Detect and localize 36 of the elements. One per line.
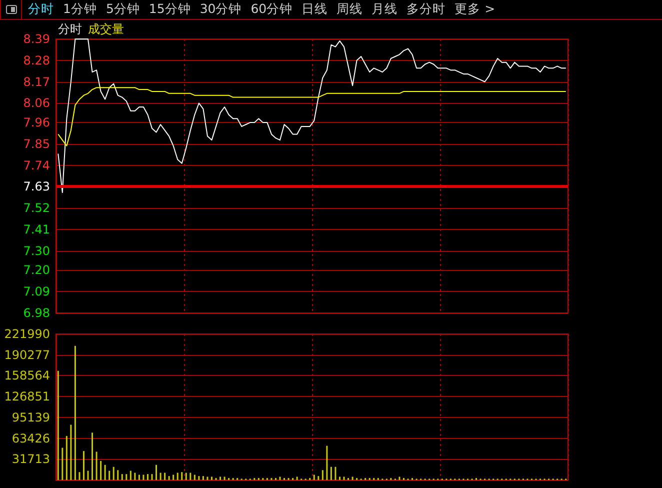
text: 60分钟 (250, 1, 293, 18)
text: 月线 (372, 1, 398, 18)
y-tick-label: 8.06 (23, 96, 50, 110)
text: 更多 > (454, 1, 496, 18)
y-tick-label: 7.20 (23, 263, 50, 278)
y-tick-label: 8.17 (23, 74, 50, 89)
text: 15分钟 (148, 1, 191, 18)
y-tick-label: 95139 (12, 410, 50, 424)
text: 周线 (336, 1, 363, 18)
y-tick-label: 63426 (12, 431, 50, 446)
y-tick-label: 7.52 (23, 201, 50, 216)
chart-subtitle: 成交量 (88, 22, 124, 36)
y-tick-label: 158564 (4, 368, 50, 383)
y-tick-label: 31713 (12, 452, 50, 466)
text: 分时 (28, 1, 54, 18)
y-tick-label: 190277 (4, 348, 50, 362)
y-tick-label: 7.74 (23, 158, 50, 172)
y-tick-label: 7.30 (23, 244, 50, 258)
text: 30分钟 (200, 1, 242, 18)
text: 5分钟 (106, 1, 140, 18)
chart-title: 分时 (58, 22, 82, 36)
text: 多分时 (406, 1, 446, 18)
y-tick-label: 221990 (4, 327, 50, 341)
y-tick-label: 6.98 (23, 306, 50, 320)
y-tick-label: 7.41 (23, 222, 50, 236)
y-tick-label: 7.85 (23, 136, 50, 151)
y-tick-label: 8.39 (23, 32, 50, 46)
line-series (58, 38, 566, 194)
text: 日线 (302, 1, 328, 18)
y-tick-label: 7.09 (23, 284, 50, 299)
text: 1分钟 (63, 1, 97, 18)
y-tick-label: 7.96 (23, 116, 50, 130)
y-tick-label: 8.28 (23, 53, 50, 68)
line-series (58, 87, 566, 146)
y-tick-label: 126851 (4, 390, 50, 404)
y-tick-label: 7.63 (23, 180, 50, 194)
